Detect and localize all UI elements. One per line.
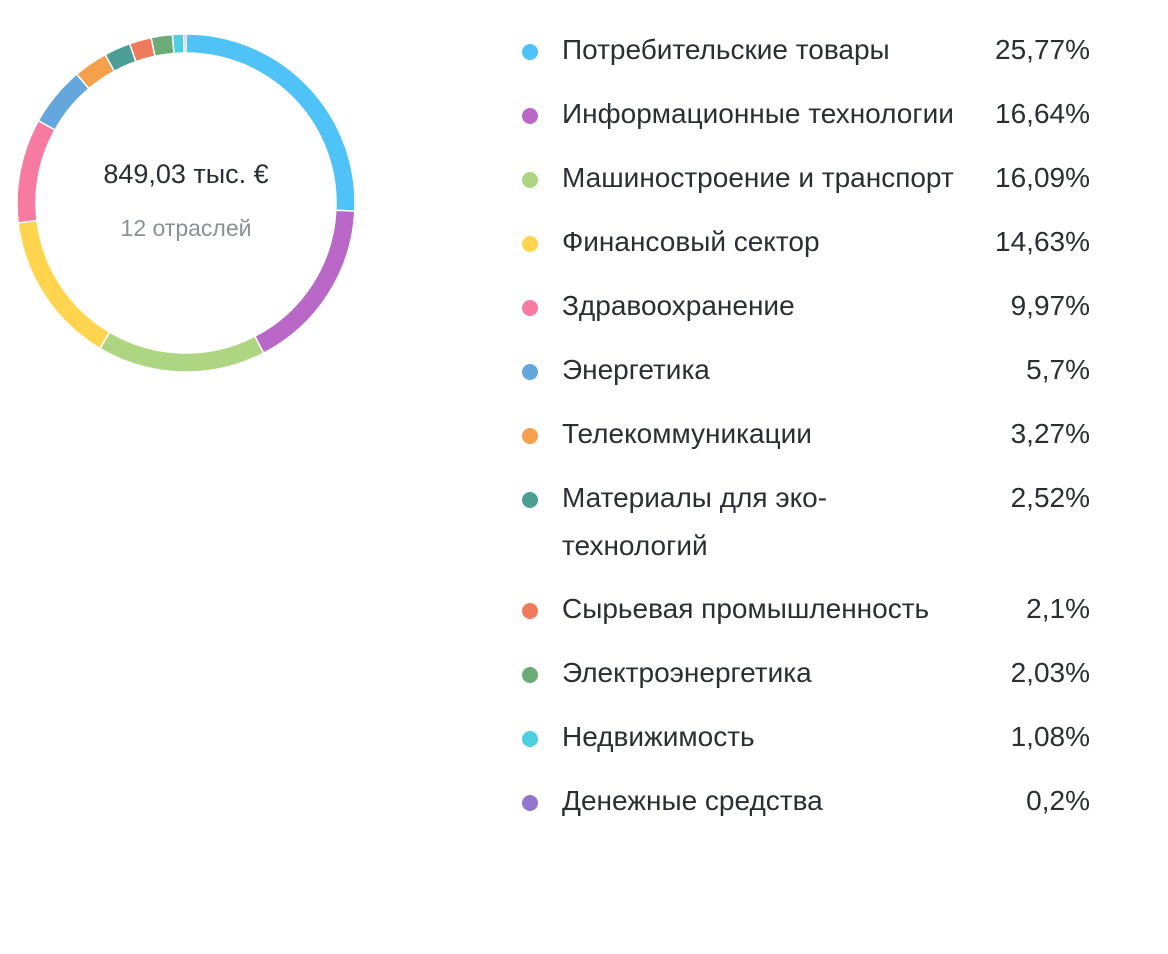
donut-slice [98,331,265,373]
legend-item: Недвижимость 1,08% [520,713,1090,762]
legend-color-dot [522,44,538,60]
legend-value: 0,2% [1026,785,1090,816]
legend-item: Денежные средства 0,2% [520,777,1090,826]
legend-value: 2,03% [1010,657,1090,688]
legend-value: 2,1% [1026,593,1090,624]
legend-item: Сырьевая промышленность 2,1% [520,585,1090,634]
legend-value: 3,27% [1010,418,1090,449]
legend-color-dot [522,492,538,508]
legend-label: Здравоохранение [562,290,795,321]
donut-slice [183,33,187,54]
legend-label: Финансовый сектор [562,226,820,257]
legend-value: 5,7% [1026,354,1090,385]
legend-color-dot [522,731,538,747]
legend-item: Электроэнергетика 2,03% [520,649,1090,698]
legend-color-dot [522,428,538,444]
legend-label: Информационные технологии [562,98,954,129]
legend-value: 9,97% [1010,290,1090,321]
sector-count: 12 отраслей [120,215,252,241]
donut-svg [16,33,356,373]
legend-color-dot [522,108,538,124]
legend-label: Электроэнергетика [562,657,812,688]
donut-chart: 849,03 тыс. € 12 отраслей [10,27,362,379]
legend-label: Энергетика [562,354,710,385]
legend-item: Здравоохранение 9,97% [520,282,1090,331]
donut-slice [171,33,185,55]
legend-color-dot [522,236,538,252]
legend-color-dot [522,795,538,811]
legend-color-dot [522,364,538,380]
legend-item: Потребительские товары 25,77% [520,26,1090,75]
legend-item: Финансовый сектор 14,63% [520,218,1090,267]
legend-item: Информационные технологии 16,64% [520,90,1090,139]
legend-item: Энергетика 5,7% [520,346,1090,395]
legend-value: 25,77% [995,34,1090,65]
legend-label: Материалы для эко-технологий [562,482,828,561]
legend-label: Машиностроение и транспорт [562,162,954,193]
donut-slice [150,33,175,58]
legend-color-dot [522,667,538,683]
legend-color-dot [522,300,538,316]
legend-item: Машиностроение и транспорт 16,09% [520,154,1090,203]
total-value: 849,03 тыс. € [103,159,269,189]
legend-color-dot [522,172,538,188]
legend-item: Телекоммуникации 3,27% [520,410,1090,459]
legend-label: Недвижимость [562,721,755,752]
legend-item: Материалы для эко-технологий 2,52% [520,474,1090,570]
donut-slice [37,73,90,131]
legend-value: 16,09% [995,162,1090,193]
legend-label: Сырьевая промышленность [562,593,930,624]
legend: Потребительские товары 25,77% Информационн… [520,26,1090,841]
legend-value: 2,52% [1010,482,1090,513]
legend-label: Потребительские товары [562,34,890,65]
legend-color-dot [522,603,538,619]
legend-label: Денежные средства [562,785,823,816]
legend-value: 1,08% [1010,721,1090,752]
legend-value: 16,64% [995,98,1090,129]
legend-label: Телекоммуникации [562,418,812,449]
legend-value: 14,63% [995,226,1090,257]
